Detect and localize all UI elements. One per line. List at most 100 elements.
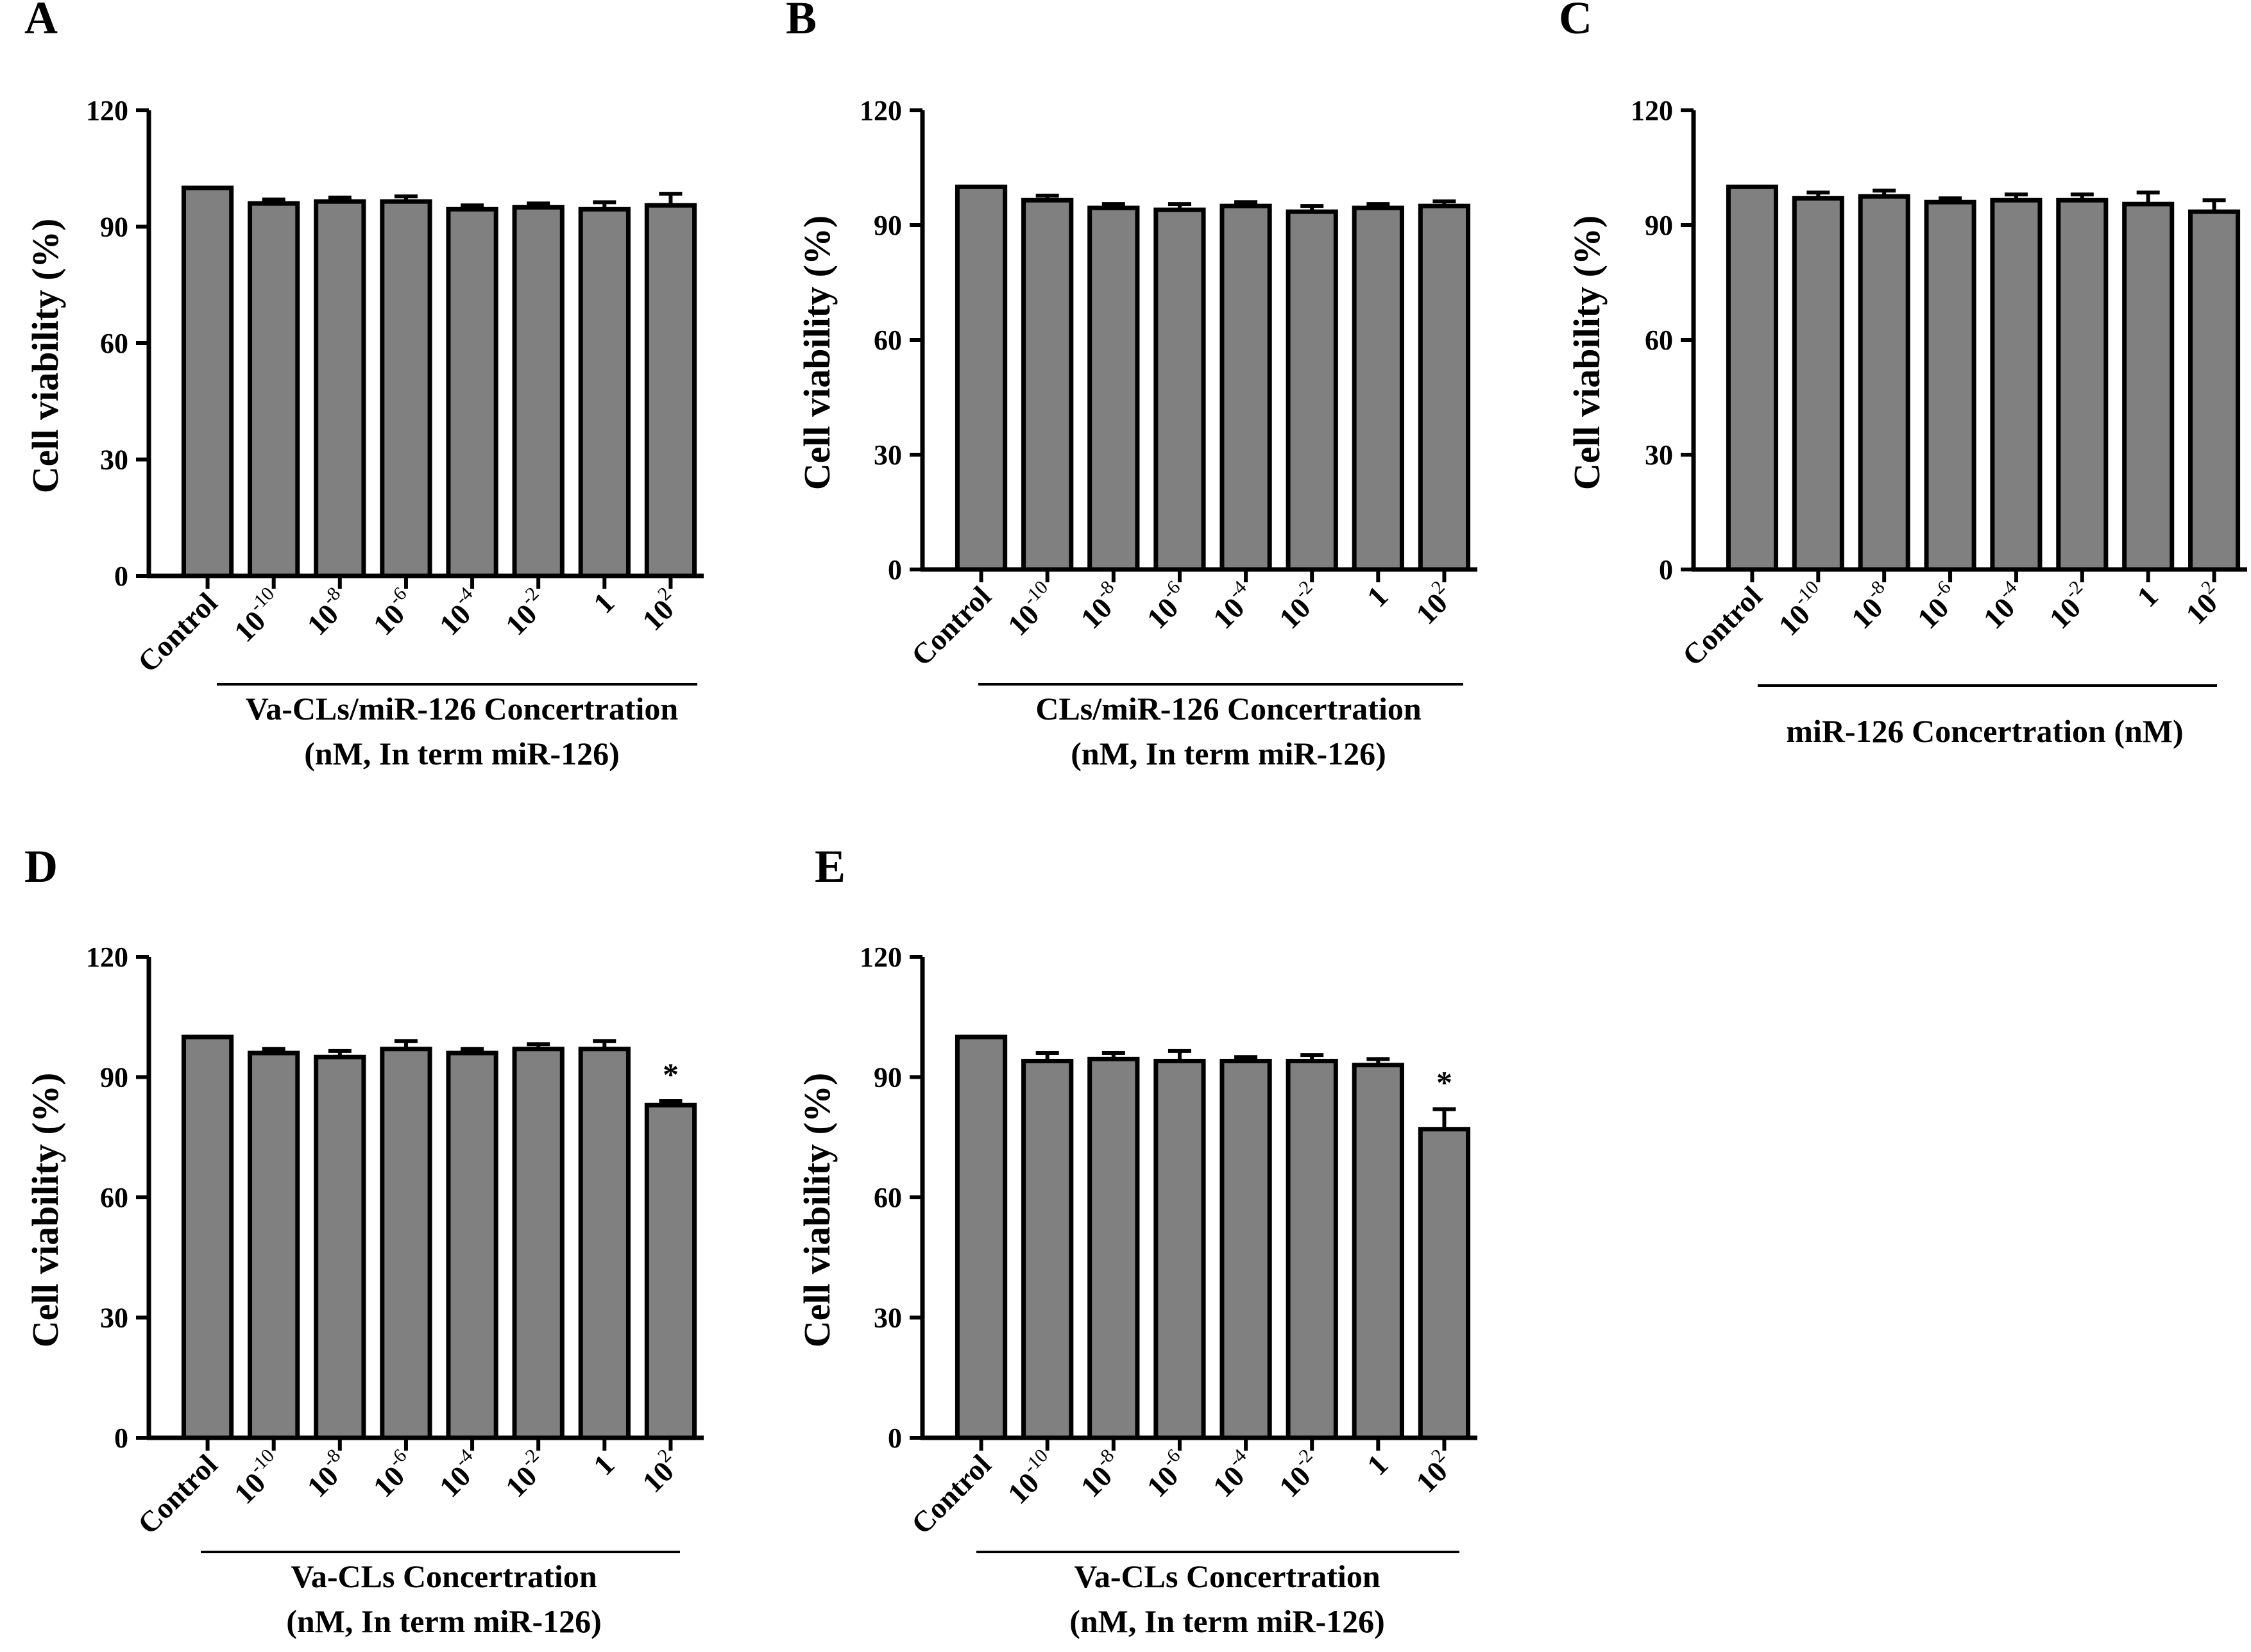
x-tick-label: 10-2 bbox=[1270, 577, 1328, 635]
x-tick-label: 10-4 bbox=[1203, 577, 1262, 635]
y-tick-label: 0 bbox=[1659, 554, 1673, 586]
bar bbox=[578, 206, 631, 578]
y-tick-label: 30 bbox=[1645, 439, 1673, 471]
x-tick-label: 10-8 bbox=[1071, 1445, 1130, 1503]
bar bbox=[1352, 205, 1404, 572]
x-axis-title: CLs/miR-126 Concertration bbox=[1035, 691, 1421, 727]
y-tick-label: 120 bbox=[86, 941, 128, 973]
y-tick-label: 90 bbox=[100, 1062, 128, 1093]
panel-letter: C bbox=[1559, 0, 1592, 44]
x-tick-label: 10-10 bbox=[225, 1445, 290, 1510]
bar bbox=[1021, 1059, 1074, 1440]
bar bbox=[181, 1034, 234, 1440]
bar bbox=[2056, 198, 2109, 572]
x-tick-label: 10-10 bbox=[225, 583, 290, 648]
x-axis-title: Va-CLs Concertration bbox=[1074, 1558, 1380, 1594]
x-tick-label: 10-4 bbox=[1203, 1445, 1262, 1503]
bar bbox=[380, 199, 432, 578]
x-tick-label: 10-8 bbox=[298, 583, 356, 641]
significance-mark: * bbox=[663, 1056, 679, 1092]
panel-letter: B bbox=[786, 0, 817, 44]
bar bbox=[314, 199, 366, 578]
x-axis-title: (nM, In term miR-126) bbox=[304, 736, 620, 771]
x-tick-label: 102 bbox=[633, 1445, 686, 1499]
bar bbox=[248, 1050, 300, 1440]
panel-letter: E bbox=[815, 841, 845, 892]
bar bbox=[578, 1047, 631, 1440]
y-tick-label: 0 bbox=[888, 1422, 902, 1454]
bar bbox=[1352, 1063, 1404, 1440]
x-tick-label: 10-8 bbox=[1842, 577, 1900, 635]
x-tick-label: 10-4 bbox=[1974, 577, 2032, 635]
x-tick-label: 102 bbox=[633, 583, 686, 637]
x-tick-label: Control bbox=[1676, 580, 1769, 672]
bar bbox=[955, 1034, 1008, 1440]
x-tick-label: 10-2 bbox=[2040, 577, 2098, 635]
x-tick-label: 1 bbox=[587, 586, 620, 620]
panel-letter: A bbox=[24, 0, 58, 44]
y-tick-label: 30 bbox=[874, 1302, 902, 1334]
panel-letter: D bbox=[24, 841, 58, 892]
bar bbox=[2122, 201, 2175, 572]
y-tick-label: 60 bbox=[874, 1182, 902, 1213]
x-tick-label: 10-4 bbox=[430, 583, 488, 641]
significance-mark: * bbox=[1436, 1065, 1452, 1100]
x-tick-label: 10-6 bbox=[364, 1445, 422, 1503]
y-tick-label: 120 bbox=[1631, 95, 1673, 126]
x-tick-label: 10-2 bbox=[1270, 1445, 1328, 1503]
y-tick-label: 90 bbox=[1645, 210, 1673, 241]
bar bbox=[2188, 209, 2241, 572]
y-tick-label: 30 bbox=[100, 444, 128, 476]
x-tick-label: 10-8 bbox=[298, 1445, 356, 1503]
bar bbox=[1418, 203, 1471, 572]
y-tick-label: 120 bbox=[86, 95, 128, 126]
y-tick-label: 0 bbox=[888, 554, 902, 586]
panel-a: A 0 30 60 90 120 Cell viability (%) Control 10-1… bbox=[24, 0, 704, 771]
y-tick-label: 90 bbox=[100, 212, 128, 243]
bar bbox=[512, 1047, 565, 1440]
bar bbox=[644, 203, 697, 578]
bar bbox=[1219, 203, 1272, 572]
y-tick-label: 0 bbox=[114, 560, 128, 592]
bar bbox=[248, 201, 300, 578]
y-tick-label: 120 bbox=[860, 941, 902, 973]
y-tick-label: 90 bbox=[874, 1062, 902, 1093]
x-tick-label: Control bbox=[905, 580, 998, 672]
bar bbox=[181, 185, 234, 578]
bar bbox=[512, 205, 565, 578]
x-tick-label: 1 bbox=[1361, 580, 1394, 613]
bar bbox=[446, 1050, 498, 1440]
x-tick-label: 10-10 bbox=[998, 1445, 1064, 1510]
y-axis-label: Cell viability (%) bbox=[24, 1073, 66, 1348]
bar bbox=[446, 206, 498, 578]
bar bbox=[1153, 207, 1206, 572]
y-axis-label: Cell viability (%) bbox=[796, 1073, 838, 1348]
panel-e: E 0 30 60 90 120 Cell viability (%) Control 10-1… bbox=[796, 841, 1477, 1639]
y-tick-label: 30 bbox=[100, 1302, 128, 1334]
bar bbox=[1087, 205, 1140, 572]
bar bbox=[1286, 1059, 1338, 1440]
x-tick-label: 10-6 bbox=[1908, 577, 1966, 635]
x-tick-label: 102 bbox=[1406, 577, 1460, 630]
x-axis-title: Va-CLs Concertration bbox=[291, 1558, 597, 1594]
x-tick-label: 10-6 bbox=[1137, 1445, 1196, 1503]
bar bbox=[1792, 196, 1844, 572]
x-tick-label: 1 bbox=[2130, 580, 2164, 613]
bar bbox=[380, 1047, 432, 1440]
x-tick-label: Control bbox=[132, 1448, 224, 1540]
x-tick-label: Control bbox=[132, 586, 224, 678]
x-axis-title: Va-CLs/miR-126 Concertration bbox=[246, 691, 679, 727]
x-tick-label: 102 bbox=[1406, 1445, 1460, 1499]
y-axis-label: Cell viability (%) bbox=[24, 219, 66, 494]
x-axis-title: (nM, In term miR-126) bbox=[1071, 736, 1386, 771]
x-tick-label: 10-10 bbox=[998, 577, 1064, 642]
x-tick-label: 10-6 bbox=[364, 583, 422, 641]
x-axis-title: (nM, In term miR-126) bbox=[1069, 1603, 1385, 1639]
y-tick-label: 60 bbox=[100, 328, 128, 359]
y-tick-label: 120 bbox=[860, 95, 902, 126]
y-axis-label: Cell viability (%) bbox=[796, 215, 838, 491]
y-tick-label: 60 bbox=[100, 1182, 128, 1213]
x-tick-label: 10-10 bbox=[1769, 577, 1835, 642]
bar bbox=[955, 184, 1008, 572]
